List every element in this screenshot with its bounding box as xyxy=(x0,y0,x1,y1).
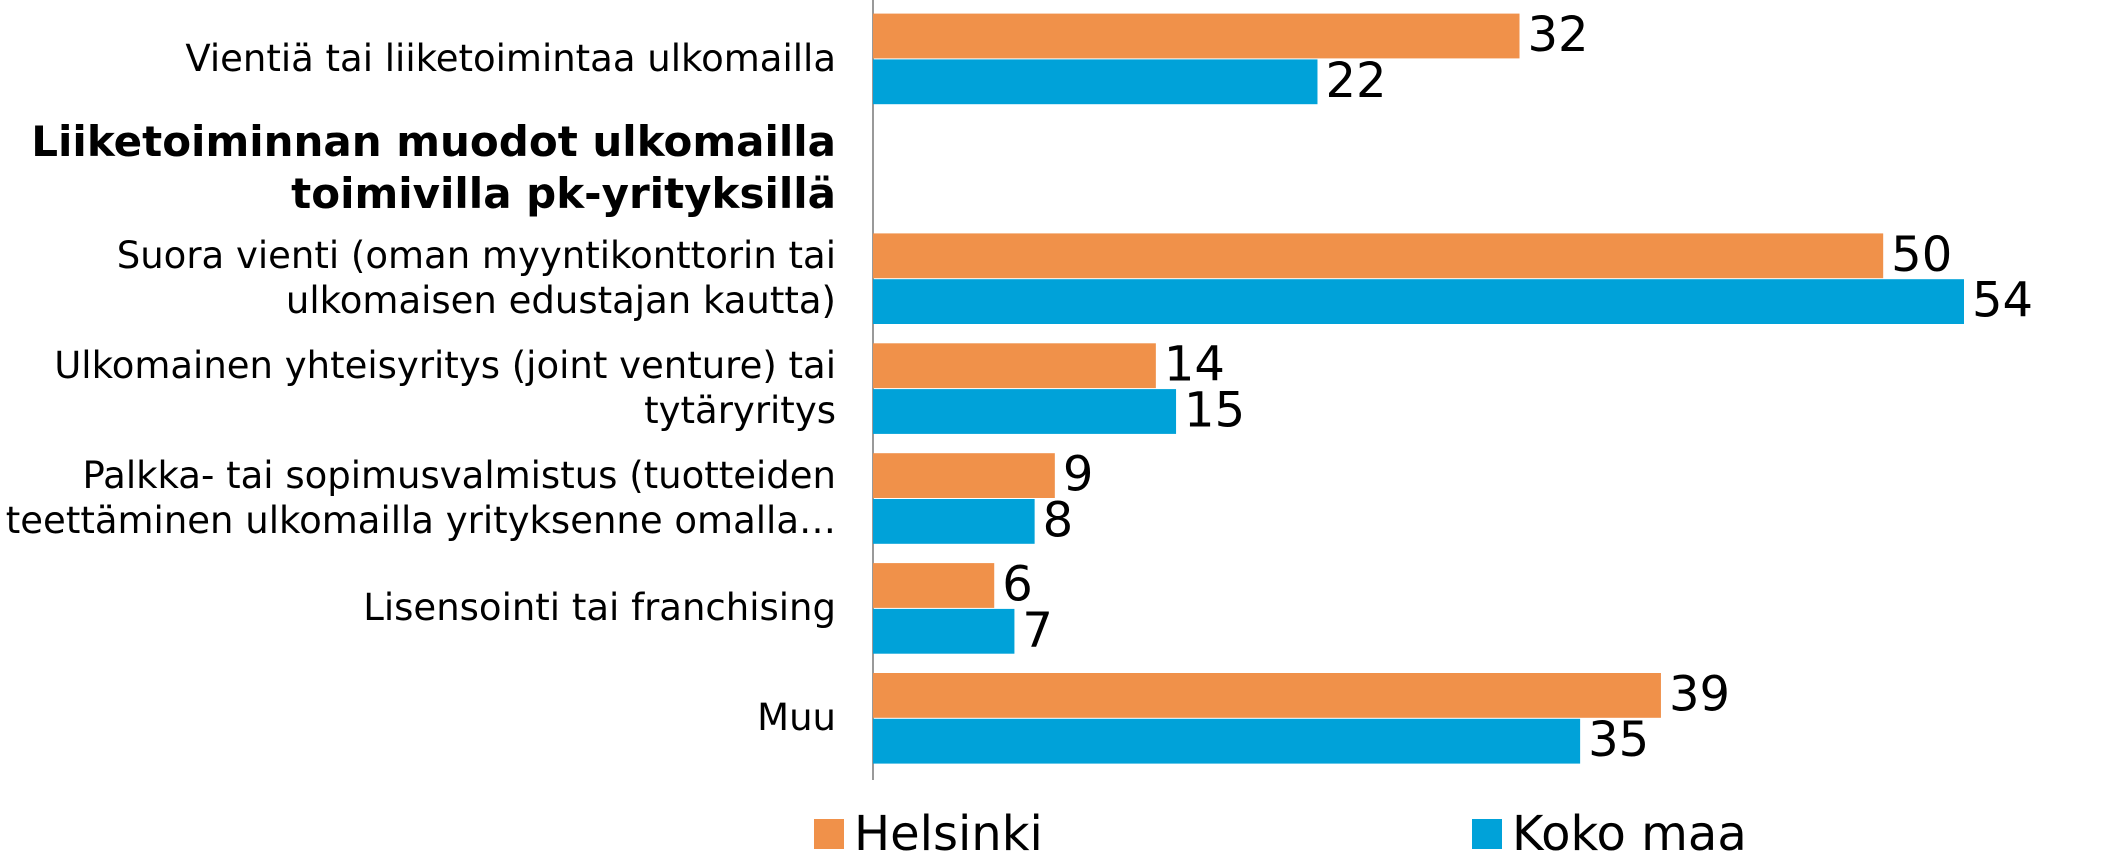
bar xyxy=(873,233,1884,279)
category-label: Suora vienti (oman myyntikonttorin tai u… xyxy=(0,223,836,333)
category-text: Muu xyxy=(757,696,836,740)
value-label: 35 xyxy=(1588,712,1649,768)
category-text: Suora vienti (oman myyntikonttorin tai u… xyxy=(116,234,836,323)
value-label: 7 xyxy=(1022,602,1053,658)
value-label: 15 xyxy=(1184,383,1245,439)
bar xyxy=(873,608,1015,654)
category-text: Lisensointi tai franchising xyxy=(363,586,836,630)
category-label: Palkka- tai sopimusvalmistus (tuotteiden… xyxy=(0,443,836,553)
section-heading: Liiketoiminnan muodot ulkomailla toimivi… xyxy=(0,113,836,223)
value-label: 22 xyxy=(1325,53,1386,109)
value-label: 50 xyxy=(1891,227,1952,283)
bar xyxy=(873,279,1964,324)
legend-swatch xyxy=(814,819,844,849)
value-label: 14 xyxy=(1164,337,1225,393)
bar xyxy=(873,718,1581,764)
legend-item: Koko maa xyxy=(1472,806,1747,862)
bar xyxy=(873,343,1156,389)
bar xyxy=(873,453,1055,498)
bar xyxy=(873,673,1661,718)
value-label: 32 xyxy=(1528,7,1589,63)
category-text: Liiketoiminnan muodot ulkomailla toimivi… xyxy=(31,117,836,219)
value-label: 9 xyxy=(1063,447,1094,503)
value-label: 39 xyxy=(1669,666,1730,722)
bar xyxy=(873,13,1520,59)
value-label: 6 xyxy=(1002,557,1033,613)
category-label: Ulkomainen yhteisyritys (joint venture) … xyxy=(0,333,836,443)
legend-label: Koko maa xyxy=(1512,806,1747,862)
category-label: Muu xyxy=(0,663,836,773)
category-label: Vientiä tai liiketoimintaa ulkomailla xyxy=(0,3,836,113)
value-label: 54 xyxy=(1972,273,2033,329)
legend-label: Helsinki xyxy=(854,806,1043,862)
legend-item: Helsinki xyxy=(814,806,1043,862)
bar xyxy=(873,59,1318,105)
category-text: Ulkomainen yhteisyritys (joint venture) … xyxy=(54,344,836,433)
category-text: Vientiä tai liiketoimintaa ulkomailla xyxy=(185,36,836,80)
bar xyxy=(873,499,1035,544)
bar xyxy=(873,563,995,608)
bar xyxy=(873,389,1177,434)
category-text: Palkka- tai sopimusvalmistus (tuotteiden… xyxy=(5,454,836,542)
category-label: Lisensointi tai franchising xyxy=(0,553,836,663)
legend-swatch xyxy=(1472,819,1502,849)
value-label: 8 xyxy=(1043,492,1074,548)
